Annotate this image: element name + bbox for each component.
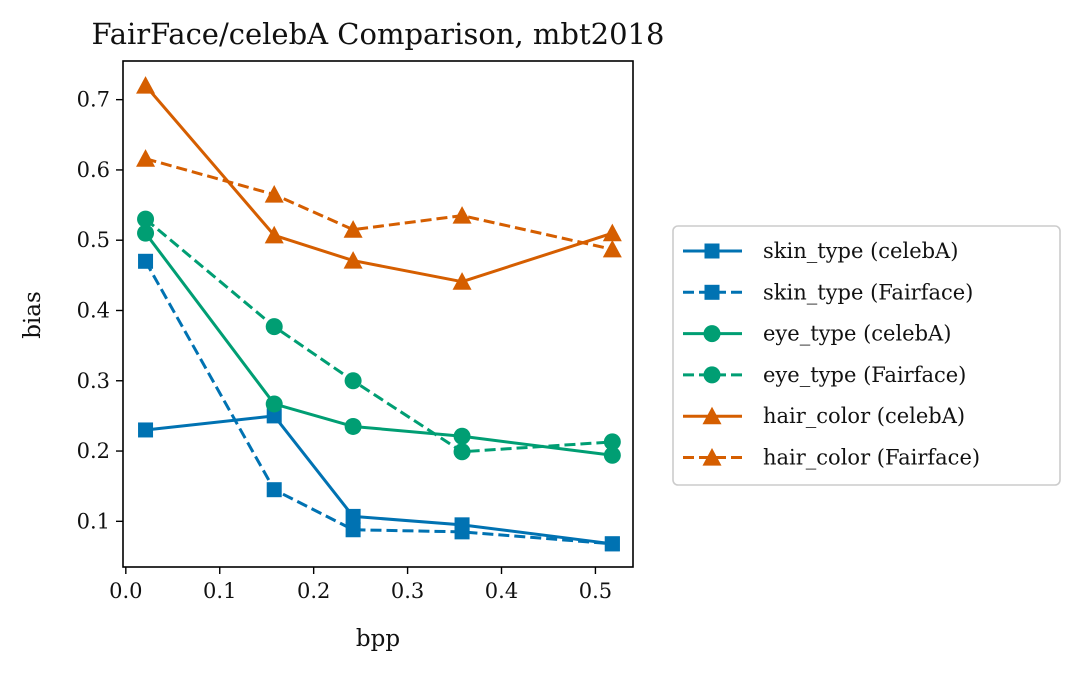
data-point-skin-type-celeba — [138, 422, 154, 438]
y-tick-label: 0.7 — [77, 88, 110, 112]
series-line-skin-type-fairface — [144, 260, 613, 546]
axes-frame — [122, 60, 634, 568]
data-point-skin-type-fairface — [454, 524, 470, 540]
x-axis-label: bpp — [356, 626, 400, 652]
plot-area: 0.0 0.1 0.2 0.3 0.4 0.5 0.1 0.2 0.3 0.4 0.5 0.6 0.7 — [77, 60, 634, 603]
data-point-hair-color-fairface — [343, 220, 363, 238]
x-tick-label: 0.0 — [109, 579, 142, 603]
data-point-eye-type-fairface — [453, 443, 471, 461]
data-point-eye-type-celeba — [603, 446, 621, 464]
y-axis-label: bias — [20, 291, 46, 339]
data-point-eye-type-celeba — [137, 224, 155, 242]
chart-title: FairFace/celebA Comparison, mbt2018 — [92, 17, 665, 51]
legend: skin_type (celebA) skin_type (Fairface) ey… — [672, 225, 1061, 486]
y-tick-label: 0.3 — [77, 369, 110, 393]
series-line-hair-color-celeba — [144, 84, 613, 284]
legend-label-hair-color-celeba: hair_color (celebA) — [763, 404, 965, 428]
data-point-hair-color-fairface — [264, 185, 284, 203]
legend-box — [672, 225, 1061, 486]
legend-label-eye-type-celeba: eye_type (celebA) — [763, 322, 951, 346]
series-line-skin-type-celeba — [145, 414, 613, 546]
legend-label-skin-type-celeba: skin_type (celebA) — [763, 239, 958, 263]
data-point-hair-color-celeba — [264, 225, 284, 244]
legend-marker-eye-type-celeba — [703, 325, 721, 343]
data-point-hair-color-celeba — [452, 272, 472, 290]
x-tick-label: 0.5 — [579, 579, 612, 603]
data-point-eye-type-fairface — [265, 318, 283, 336]
data-point-eye-type-celeba — [453, 427, 471, 445]
data-point-skin-type-fairface — [266, 482, 282, 498]
legend-marker-hair-color-celeba — [702, 406, 722, 425]
data-point-eye-type-fairface — [344, 372, 362, 390]
series-line-eye-type-fairface — [144, 217, 613, 454]
y-tick-label: 0.4 — [77, 298, 110, 322]
data-point-skin-type-fairface — [138, 253, 154, 269]
data-point-eye-type-celeba — [265, 395, 283, 413]
data-point-hair-color-celeba — [343, 251, 363, 269]
legend-marker-eye-type-fairface — [703, 366, 721, 384]
data-point-skin-type-fairface — [604, 536, 620, 552]
y-tick-label: 0.6 — [77, 158, 110, 182]
x-tick-label: 0.1 — [203, 579, 236, 603]
x-tick-label: 0.4 — [485, 579, 518, 603]
legend-label-eye-type-fairface: eye_type (Fairface) — [763, 363, 966, 387]
series-line-hair-color-fairface — [145, 157, 613, 251]
data-point-hair-color-celeba — [602, 223, 622, 242]
y-tick-label: 0.2 — [77, 439, 110, 463]
data-point-skin-type-celeba — [266, 408, 282, 424]
x-tick-label: 0.2 — [297, 579, 330, 603]
data-point-eye-type-fairface — [137, 210, 155, 228]
data-point-eye-type-fairface — [603, 433, 621, 451]
y-tick-label: 0.5 — [77, 228, 110, 252]
data-point-skin-type-fairface — [345, 522, 361, 538]
legend-label-hair-color-fairface: hair_color (Fairface) — [763, 446, 980, 470]
x-tick-label: 0.3 — [391, 579, 424, 603]
data-point-skin-type-celeba — [345, 508, 361, 524]
data-point-eye-type-celeba — [344, 417, 362, 435]
data-point-hair-color-fairface — [602, 239, 622, 258]
y-tick-label: 0.1 — [77, 509, 110, 533]
data-point-hair-color-fairface — [136, 149, 156, 167]
legend-label-skin-type-fairface: skin_type (Fairface) — [763, 280, 973, 304]
legend-marker-skin-type-celeba — [704, 243, 720, 259]
data-point-hair-color-celeba — [136, 76, 156, 94]
legend-marker-hair-color-fairface — [702, 448, 722, 466]
data-point-hair-color-fairface — [452, 206, 472, 224]
legend-marker-skin-type-fairface — [704, 284, 720, 300]
